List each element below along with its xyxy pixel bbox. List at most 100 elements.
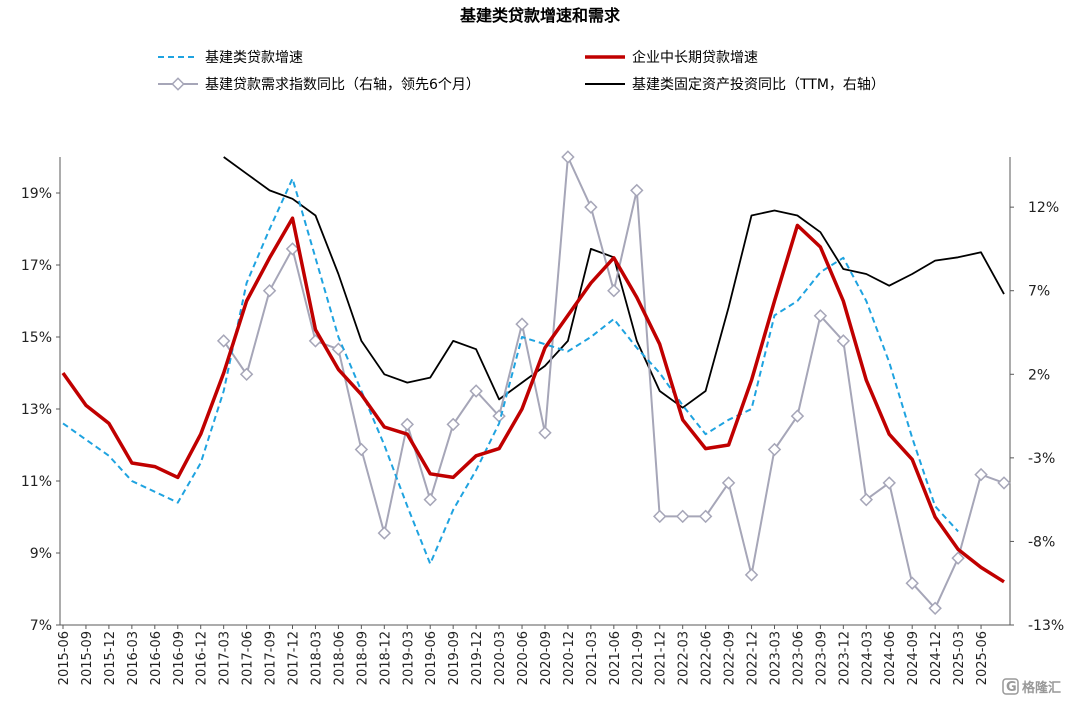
svg-text:G: G <box>1006 680 1017 695</box>
x-tick-label: 2024-12 <box>929 631 944 685</box>
x-tick-label: 2021-03 <box>585 631 600 685</box>
data-point-marker <box>974 467 988 482</box>
ticks-layer: 19% 17% 15% 13% 11% 9% 7% 12% 7% 2% -3% -8% -13% 2015… <box>21 186 1064 685</box>
legend-label: 基建贷款需求指数同比（右轴，领先6个月） <box>205 76 480 93</box>
x-tick-label: 2018-12 <box>378 631 393 685</box>
data-point-marker <box>216 334 231 348</box>
legend-item: 基建贷款需求指数同比（右轴，领先6个月） <box>158 76 480 93</box>
legend-item: 企业中长期贷款增速 <box>585 49 758 66</box>
x-tick-label: 2015-12 <box>103 631 118 685</box>
y-left-tick-label: 13% <box>21 402 52 418</box>
data-point-marker <box>239 367 254 382</box>
y-right-tick-label: 2% <box>1028 367 1050 383</box>
x-tick-label: 2023-03 <box>768 631 783 685</box>
data-point-marker <box>423 492 437 507</box>
series-line <box>222 156 1005 610</box>
legend-item: 基建类固定资产投资同比（TTM，右轴） <box>585 76 885 93</box>
x-tick-label: 2017-12 <box>287 631 302 685</box>
data-point-marker <box>675 509 690 524</box>
data-point-marker <box>721 476 736 490</box>
y-left-tick-label: 17% <box>21 258 52 274</box>
x-tick-label: 2020-03 <box>493 631 508 685</box>
x-tick-label: 2025-03 <box>952 631 967 685</box>
x-tick-label: 2022-06 <box>700 631 715 685</box>
data-point-marker <box>630 183 644 198</box>
x-tick-label: 2021-06 <box>608 631 623 685</box>
x-tick-label: 2018-03 <box>309 631 324 685</box>
data-point-marker <box>262 283 277 298</box>
watermark-text: 格隆汇 <box>1022 680 1061 696</box>
data-point-marker <box>584 200 598 214</box>
x-tick-label: 2024-09 <box>906 631 921 685</box>
series-layer <box>61 150 1011 616</box>
x-tick-label: 2023-12 <box>837 631 852 685</box>
chart-title: 基建类贷款增速和需求 <box>459 6 621 25</box>
data-point-marker <box>859 492 874 507</box>
x-tick-label: 2024-06 <box>883 631 898 685</box>
x-tick-label: 2022-09 <box>723 631 738 685</box>
x-tick-label: 2015-09 <box>80 631 95 685</box>
x-tick-label: 2017-03 <box>218 631 233 685</box>
y-right-tick-label: -3% <box>1028 451 1055 467</box>
legend-label: 企业中长期贷款增速 <box>632 49 758 66</box>
data-point-marker <box>400 417 414 432</box>
x-tick-label: 2018-09 <box>355 631 370 685</box>
data-point-marker <box>928 601 942 616</box>
y-left-tick-label: 15% <box>21 330 52 346</box>
legend-label: 基建类固定资产投资同比（TTM，右轴） <box>632 76 885 93</box>
y-right-tick-label: -13% <box>1028 618 1064 634</box>
legend-marker <box>171 77 185 91</box>
series-0 <box>62 177 959 565</box>
data-point-marker <box>469 384 483 398</box>
data-point-marker <box>354 442 369 457</box>
x-tick-label: 2016-03 <box>126 631 141 685</box>
x-tick-label: 2015-06 <box>57 631 72 685</box>
data-point-marker <box>653 509 667 524</box>
data-point-marker <box>997 476 1011 490</box>
data-point-marker <box>538 426 552 440</box>
x-tick-label: 2017-09 <box>264 631 279 685</box>
data-point-marker <box>377 526 392 540</box>
data-point-marker <box>515 317 529 331</box>
data-point-marker <box>882 476 896 490</box>
x-tick-label: 2022-12 <box>746 631 761 685</box>
data-point-marker <box>767 442 782 457</box>
x-tick-label: 2019-06 <box>424 631 439 685</box>
x-tick-label: 2023-06 <box>791 631 806 685</box>
legend-label: 基建类贷款增速 <box>205 49 303 66</box>
x-tick-label: 2021-09 <box>631 631 646 685</box>
x-tick-label: 2023-09 <box>814 631 829 685</box>
y-left-tick-label: 9% <box>30 546 52 562</box>
data-point-marker <box>813 309 828 323</box>
y-left-tick-label: 11% <box>21 474 52 490</box>
x-tick-label: 2016-12 <box>195 631 210 685</box>
data-point-marker <box>607 283 621 298</box>
legend-item: 基建类贷款增速 <box>158 49 303 66</box>
y-left-tick-label: 7% <box>30 618 52 634</box>
data-point-marker <box>836 334 851 348</box>
y-right-tick-label: 12% <box>1028 200 1059 216</box>
series-line <box>61 216 1005 584</box>
x-tick-label: 2018-06 <box>332 631 347 685</box>
x-tick-label: 2021-12 <box>654 631 669 685</box>
data-point-marker <box>446 417 460 432</box>
x-tick-label: 2025-06 <box>975 631 990 685</box>
data-point-marker <box>331 342 346 356</box>
y-right-tick-label: 7% <box>1028 284 1050 300</box>
x-tick-label: 2022-03 <box>677 631 692 685</box>
data-point-marker <box>561 150 575 164</box>
watermark-icon <box>1002 678 1019 695</box>
data-point-marker <box>698 509 713 524</box>
x-tick-label: 2020-12 <box>562 631 577 685</box>
series-1 <box>61 216 1005 584</box>
series-line <box>62 177 959 565</box>
x-tick-label: 2024-03 <box>860 631 875 685</box>
data-point-marker <box>744 568 759 582</box>
x-tick-label: 2016-06 <box>149 631 164 685</box>
y-right-tick-label: -8% <box>1028 534 1055 550</box>
x-tick-label: 2019-09 <box>447 631 462 685</box>
x-tick-label: 2019-12 <box>470 631 485 685</box>
data-point-marker <box>905 576 919 590</box>
